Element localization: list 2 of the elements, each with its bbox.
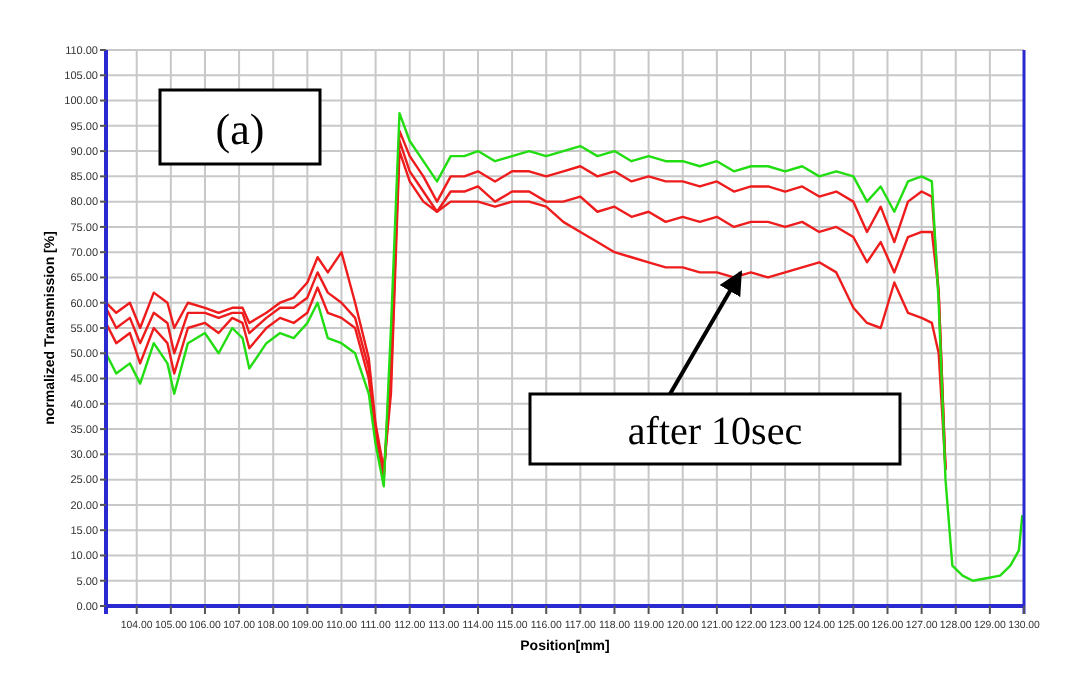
annotation: after 10sec (627, 410, 803, 454)
annotation: (a) (215, 104, 265, 154)
